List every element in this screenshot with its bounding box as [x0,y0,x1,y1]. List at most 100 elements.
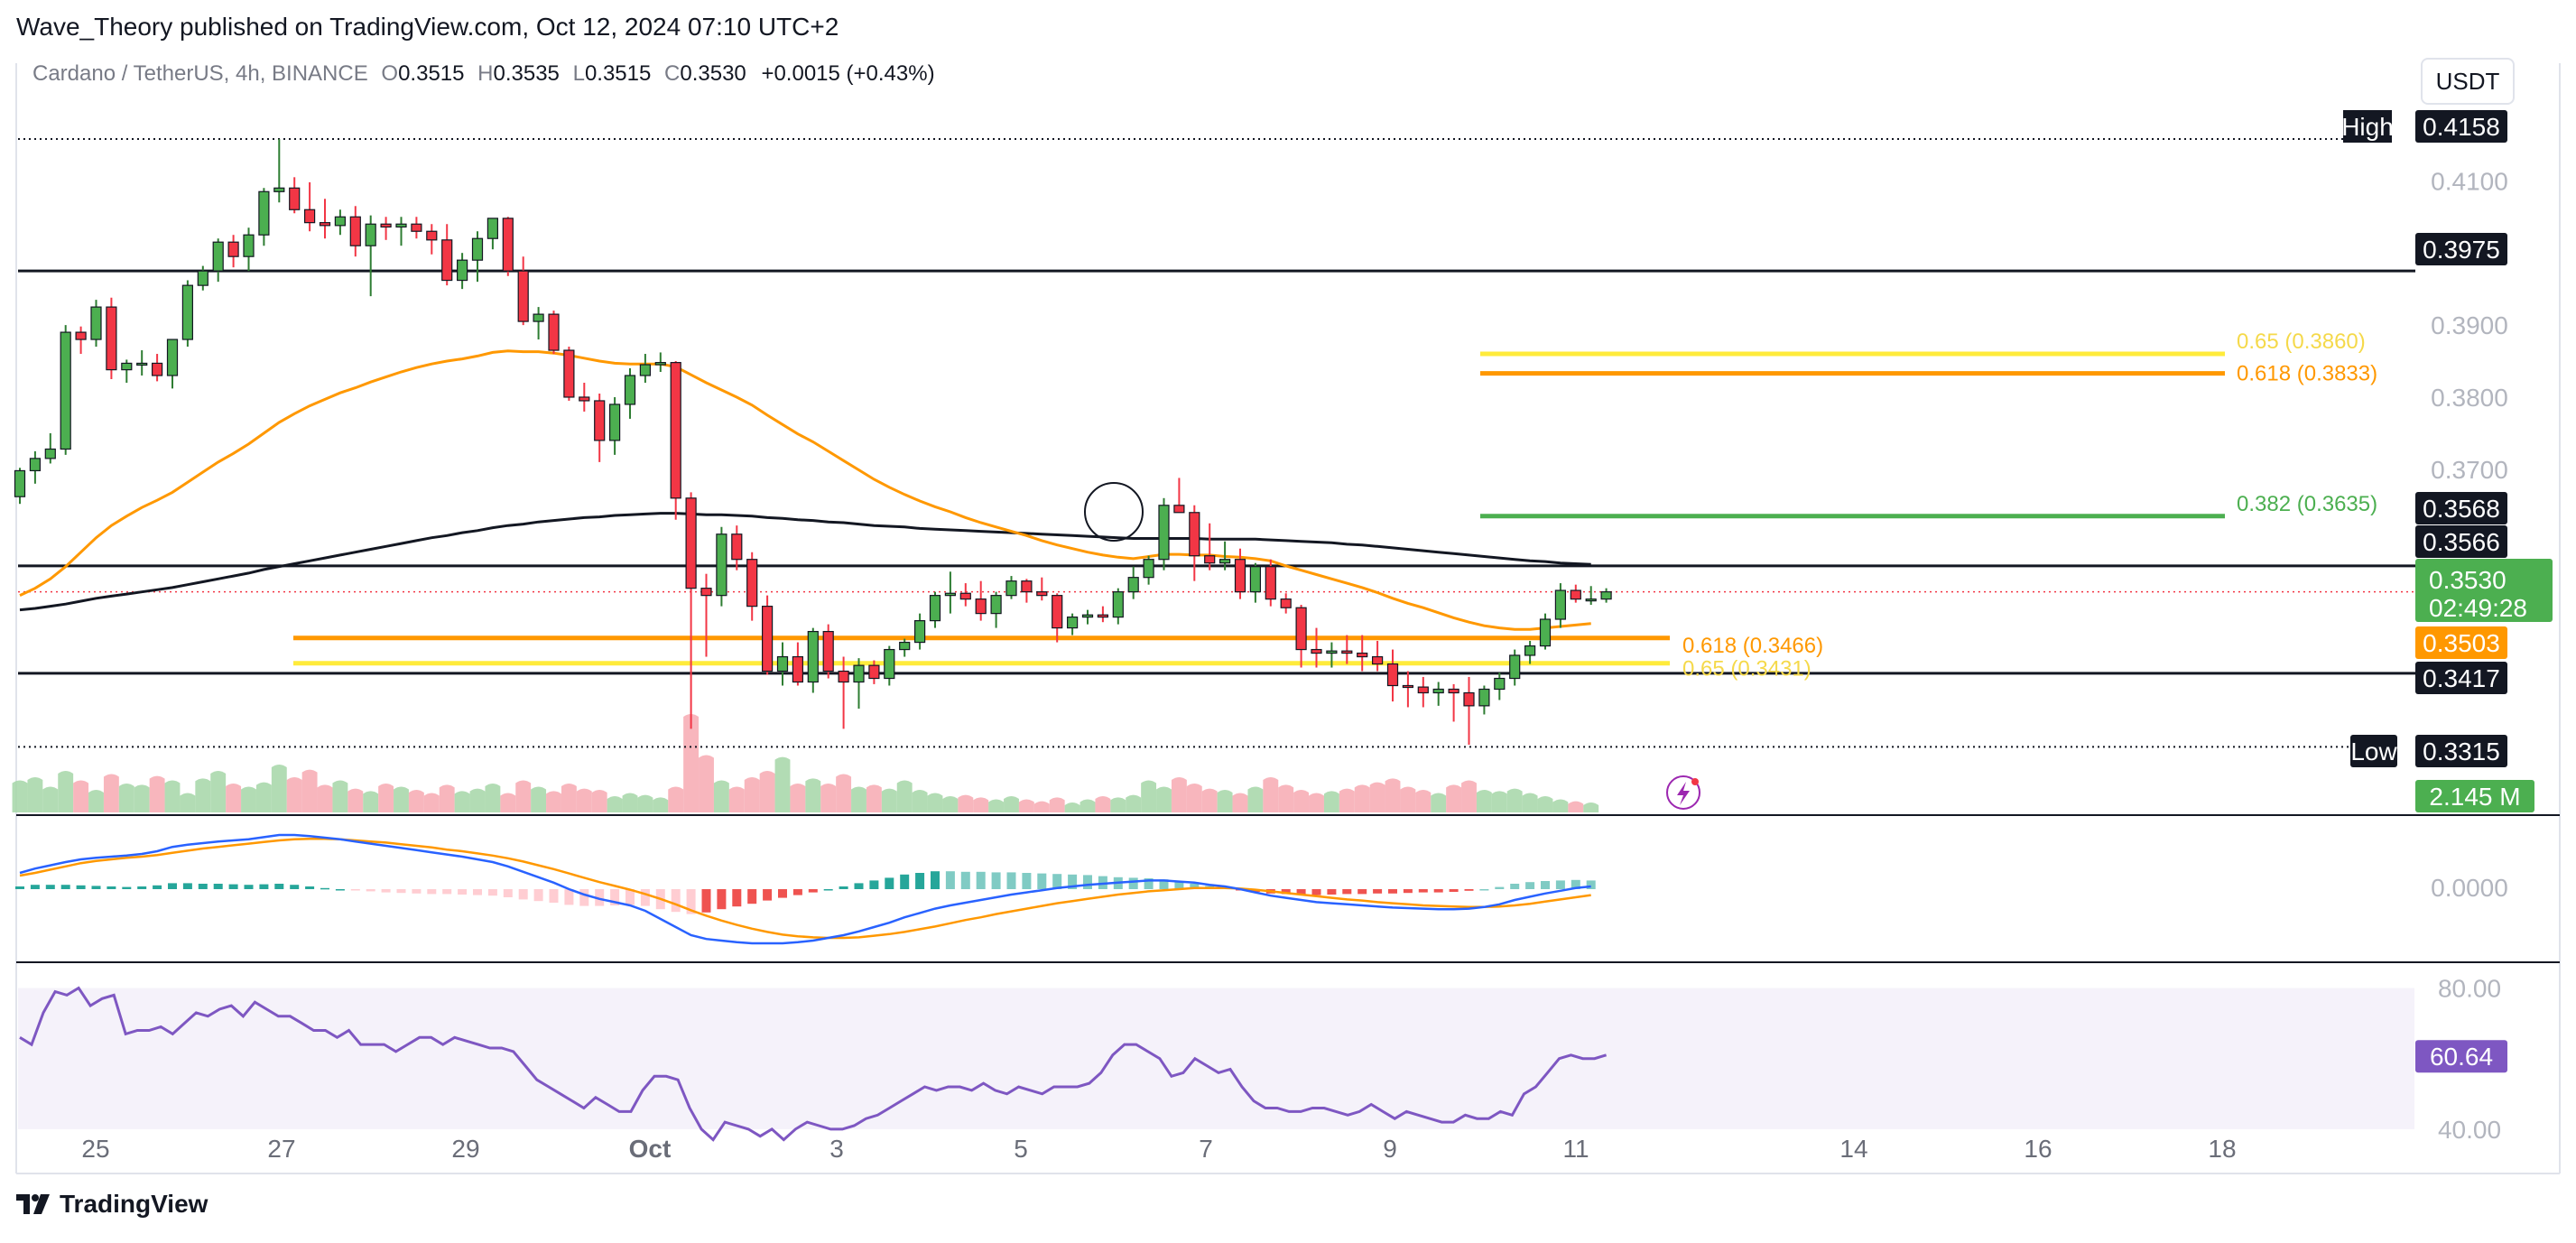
level-tag-bg [2415,525,2507,558]
macd-histogram-bar [1388,889,1397,894]
macd-histogram-bar [1464,889,1474,891]
macd-histogram-bar [1525,882,1535,889]
macd-histogram-bar [747,889,757,904]
candle-body [792,655,804,683]
candle-body [1173,505,1185,514]
candle-body [654,362,666,366]
macd-histogram-bar [290,885,300,889]
candle-body [273,187,285,192]
volume-bar [988,799,1005,812]
low-tag: Low [2350,737,2397,765]
candle-body [563,349,575,398]
volume-bar [805,778,821,812]
macd-histogram-bar [137,886,147,889]
macd-histogram-bar [533,889,543,902]
macd-histogram-bar [1479,889,1489,891]
low-tag-bg [2350,735,2397,767]
candle-body [212,241,224,272]
x-tick-label: Oct [629,1135,672,1163]
candle-body [90,306,102,340]
candle-body [1081,614,1094,618]
candle-body [1570,589,1581,600]
volume-bar [394,786,409,812]
low-value-tag: 0.3315 [2423,737,2500,765]
macd-histogram-bar [1128,877,1138,889]
volume-bar [27,777,43,812]
volume-bar [134,784,150,812]
x-tick-label: 25 [81,1135,109,1163]
volume-bar [728,786,745,812]
volume-bar [1309,793,1324,812]
x-tick-label: 7 [1199,1135,1213,1163]
volume-bar [1568,801,1584,812]
macd-histogram-bar [107,886,116,889]
symbol-name[interactable]: Cardano / TetherUS, 4h, BINANCE [32,61,368,86]
candle-body [868,664,880,680]
rsi-tick-label: 40.00 [2438,1116,2501,1144]
volume-bar [286,777,302,812]
volume-bar [1004,796,1019,812]
volume-bar [378,784,394,812]
macd-histogram-bar [1327,889,1337,895]
macd-histogram-bar [792,889,802,895]
macd-histogram-bar [182,883,192,889]
change-value: +0.0015 (+0.43%) [761,61,935,86]
macd-histogram-bar [945,871,955,889]
volume-bar [469,788,486,812]
x-tick-label: 29 [451,1135,479,1163]
volume-bar [1476,790,1492,812]
volume-bar [1323,791,1339,812]
macd-histogram-bar [1311,889,1321,895]
macd-histogram-bar [1083,875,1092,889]
macd-histogram-bar [381,889,391,893]
candle-body [1357,652,1368,658]
candle-body [731,533,743,561]
candle-body [1127,577,1139,593]
volume-bar [576,788,592,812]
candle-body [548,313,560,351]
macd-histogram-bar [1159,879,1169,889]
candle-body [365,223,376,246]
macd-histogram-bar [274,884,284,889]
candle-body [1143,559,1154,579]
candle-body [761,606,774,673]
level-tag-bg [2415,233,2507,265]
candle-body [29,458,42,472]
candle-body [426,230,438,241]
volume-bar [241,786,256,812]
candle-body [1280,598,1292,608]
volume-bar [12,780,28,812]
volume-bar [332,780,348,812]
candle-body [1311,648,1322,654]
macd-histogram-bar [305,886,315,889]
macd-histogram-bar [1006,872,1016,889]
ema-tag: 0.3503 [2423,629,2500,657]
candle-body [1386,663,1399,687]
high-value-tag-bg [2415,110,2507,143]
candle-body [1600,591,1612,600]
volume-bar [942,796,959,812]
candle-body [1158,505,1170,561]
currency-button[interactable]: USDT [2421,58,2515,105]
low-value: 0.3515 [584,61,652,86]
close-value: 0.3530 [680,61,746,86]
macd-histogram-bar [1037,873,1047,889]
close-label: C [664,61,681,86]
macd-histogram-bar [625,889,635,905]
ma-200-line [19,512,1591,612]
candle-body [106,306,117,371]
candle-body [349,216,361,246]
x-tick-label: 5 [1014,1135,1028,1163]
candle-body [243,234,255,257]
volume-bar [1064,802,1080,812]
candle-body [411,223,422,232]
macd-histogram-bar [839,886,848,889]
macd-histogram-bar [1433,889,1443,893]
tradingview-logo[interactable]: TradingView [16,1190,208,1219]
y-tick-label: 0.3700 [2431,456,2508,484]
level-tag: 0.3975 [2423,236,2500,264]
macd-histogram-bar [518,889,528,900]
macd-histogram-bar [1555,880,1565,889]
